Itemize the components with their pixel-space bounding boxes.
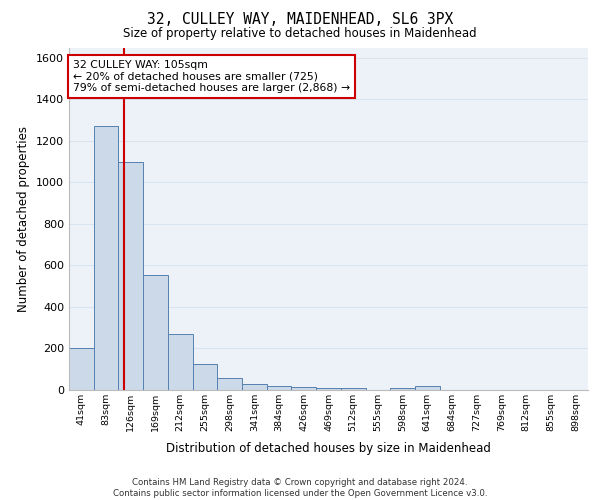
Bar — [390, 388, 415, 390]
Bar — [69, 348, 94, 390]
Bar — [292, 387, 316, 390]
Bar — [267, 386, 292, 390]
Bar — [143, 275, 168, 390]
Bar — [415, 386, 440, 390]
Bar — [118, 162, 143, 390]
Text: Size of property relative to detached houses in Maidenhead: Size of property relative to detached ho… — [123, 28, 477, 40]
Bar — [341, 388, 365, 390]
Text: Contains HM Land Registry data © Crown copyright and database right 2024.
Contai: Contains HM Land Registry data © Crown c… — [113, 478, 487, 498]
Bar — [193, 364, 217, 390]
Bar — [94, 126, 118, 390]
Bar — [168, 334, 193, 390]
Text: 32, CULLEY WAY, MAIDENHEAD, SL6 3PX: 32, CULLEY WAY, MAIDENHEAD, SL6 3PX — [147, 12, 453, 28]
Text: 32 CULLEY WAY: 105sqm
← 20% of detached houses are smaller (725)
79% of semi-det: 32 CULLEY WAY: 105sqm ← 20% of detached … — [73, 60, 350, 93]
Bar — [316, 388, 341, 390]
Y-axis label: Number of detached properties: Number of detached properties — [17, 126, 31, 312]
Bar — [217, 378, 242, 390]
Bar — [242, 384, 267, 390]
X-axis label: Distribution of detached houses by size in Maidenhead: Distribution of detached houses by size … — [166, 442, 491, 456]
